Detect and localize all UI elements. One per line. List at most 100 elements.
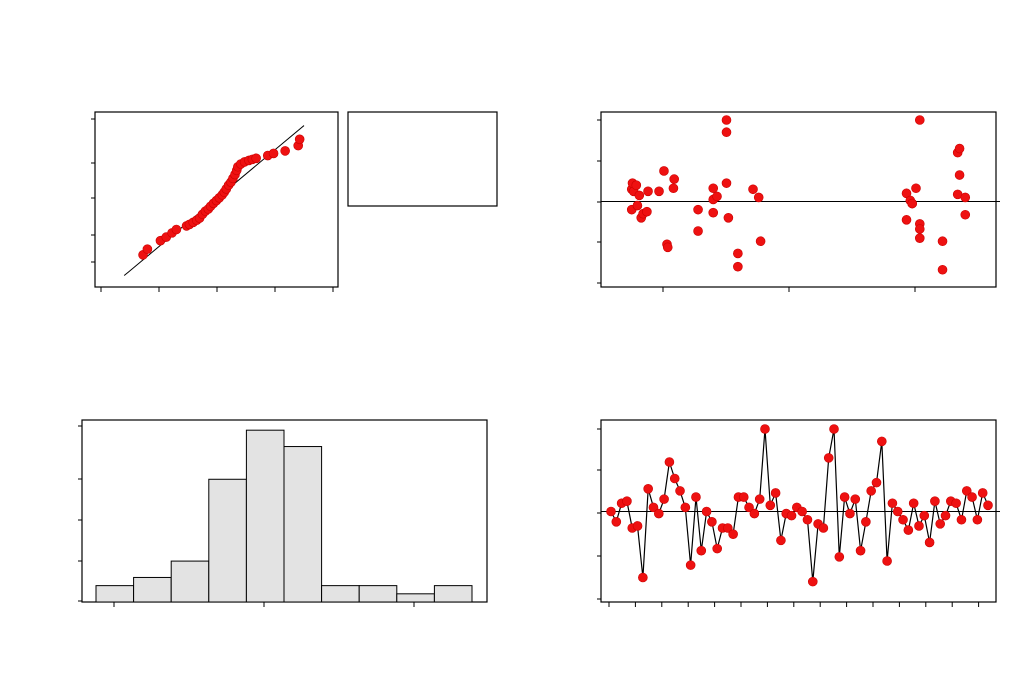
data-point <box>823 453 834 463</box>
data-point <box>668 183 679 194</box>
data-point <box>654 186 664 197</box>
data-point <box>632 200 643 211</box>
data-point <box>675 486 685 496</box>
data-point <box>707 517 717 527</box>
data-point <box>669 174 679 184</box>
data-point <box>606 506 616 517</box>
data-point <box>776 535 786 546</box>
data-point <box>770 488 781 498</box>
data-point <box>898 514 908 525</box>
data-point <box>268 148 279 159</box>
data-point <box>685 560 696 570</box>
data-point <box>914 521 924 531</box>
histogram-plot <box>78 419 488 607</box>
histogram-bar <box>321 585 360 603</box>
data-point <box>937 264 948 275</box>
data-point <box>708 207 719 218</box>
fits-plot-frame <box>600 111 997 288</box>
data-point <box>765 500 776 511</box>
data-point <box>892 506 903 517</box>
data-point <box>850 494 861 504</box>
data-point <box>960 192 971 203</box>
data-point <box>954 143 965 154</box>
data-point <box>648 502 659 513</box>
histogram-bar <box>358 585 398 603</box>
data-point <box>728 529 738 539</box>
data-point <box>887 498 898 509</box>
residuals-vs-fits-plot <box>597 111 1000 292</box>
data-point <box>744 502 754 513</box>
data-point <box>693 204 703 215</box>
histogram-bar <box>245 429 285 603</box>
data-point <box>924 537 935 548</box>
data-point <box>877 436 887 447</box>
histogram-bar <box>433 585 473 603</box>
data-point <box>834 552 845 562</box>
data-point <box>701 506 712 517</box>
data-point <box>866 486 876 496</box>
data-point <box>903 525 914 535</box>
data-point <box>861 517 871 527</box>
data-point <box>967 492 977 502</box>
data-point <box>749 508 760 519</box>
data-point <box>634 190 645 201</box>
data-point <box>983 500 993 511</box>
data-point <box>954 170 965 180</box>
histogram-bar <box>133 576 172 603</box>
data-point <box>721 127 732 138</box>
histogram-bar <box>208 478 247 603</box>
data-point <box>914 233 925 243</box>
data-point <box>294 134 305 145</box>
data-point <box>171 224 182 235</box>
data-point <box>961 486 972 496</box>
data-point <box>972 514 983 525</box>
data-point <box>907 198 918 209</box>
data-point <box>911 183 921 194</box>
residuals-vs-order-plot <box>597 419 1000 607</box>
data-point <box>818 523 829 533</box>
histogram-bar <box>95 585 135 603</box>
data-point <box>797 506 807 517</box>
data-point <box>721 115 732 125</box>
data-point <box>723 523 733 533</box>
data-point <box>802 514 813 525</box>
data-point <box>748 184 758 195</box>
data-point <box>977 488 988 498</box>
data-point <box>930 496 940 506</box>
data-point <box>693 226 703 236</box>
histogram-bar <box>170 560 210 603</box>
data-point <box>956 514 967 525</box>
data-point <box>914 115 925 125</box>
data-point <box>738 492 749 502</box>
data-point <box>760 424 770 434</box>
histogram-bar <box>283 446 323 603</box>
data-point <box>664 457 675 467</box>
data-point <box>733 248 743 259</box>
data-point <box>845 508 855 519</box>
data-point <box>631 180 642 190</box>
data-point <box>937 236 948 247</box>
data-point <box>643 186 653 197</box>
data-point <box>871 477 882 488</box>
data-point <box>642 206 652 217</box>
data-point <box>638 572 648 583</box>
data-point <box>669 473 680 484</box>
data-point <box>829 424 839 434</box>
data-point <box>951 498 961 509</box>
data-point <box>807 576 818 587</box>
data-point <box>754 494 765 504</box>
legend-box <box>347 111 498 207</box>
data-point <box>653 508 664 519</box>
data-point <box>251 153 261 164</box>
data-point <box>839 492 850 502</box>
data-point <box>708 183 719 194</box>
data-point <box>908 498 919 509</box>
data-point <box>712 191 722 202</box>
histogram-bar <box>396 593 435 603</box>
normal-probability-plot <box>91 111 339 292</box>
data-point <box>662 242 673 253</box>
data-point <box>721 178 732 188</box>
data-point <box>755 236 766 247</box>
data-point <box>940 510 951 521</box>
